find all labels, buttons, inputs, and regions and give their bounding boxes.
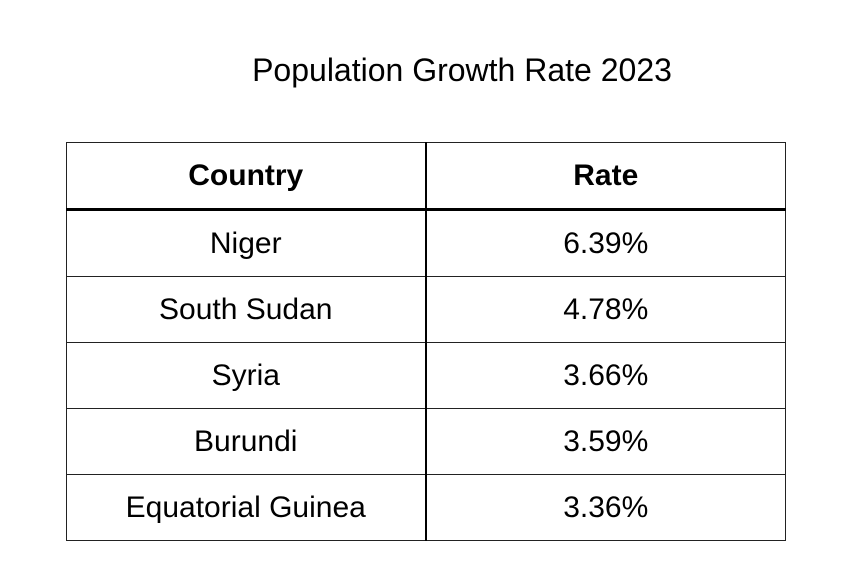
rate-cell: 3.36%: [425, 474, 786, 541]
rate-cell: 3.66%: [425, 342, 786, 409]
rate-cell: 6.39%: [425, 209, 786, 277]
chart-title: Population Growth Rate 2023: [252, 52, 672, 88]
country-cell: South Sudan: [66, 276, 427, 343]
rate-cell: 4.78%: [425, 276, 786, 343]
column-header-rate: Rate: [425, 142, 786, 211]
country-cell: Niger: [66, 209, 427, 277]
table-row: Niger 6.39%: [66, 209, 786, 277]
table-row: Burundi 3.59%: [66, 408, 786, 475]
table-header-row: Country Rate: [66, 142, 786, 211]
column-header-country: Country: [66, 142, 427, 211]
data-table: Country Rate Niger 6.39% South Sudan 4.7…: [66, 142, 786, 541]
rate-cell: 3.59%: [425, 408, 786, 475]
table-row: Syria 3.66%: [66, 342, 786, 409]
country-cell: Equatorial Guinea: [66, 474, 427, 541]
country-cell: Syria: [66, 342, 427, 409]
table-row: Equatorial Guinea 3.36%: [66, 474, 786, 541]
country-cell: Burundi: [66, 408, 427, 475]
table-row: South Sudan 4.78%: [66, 276, 786, 343]
